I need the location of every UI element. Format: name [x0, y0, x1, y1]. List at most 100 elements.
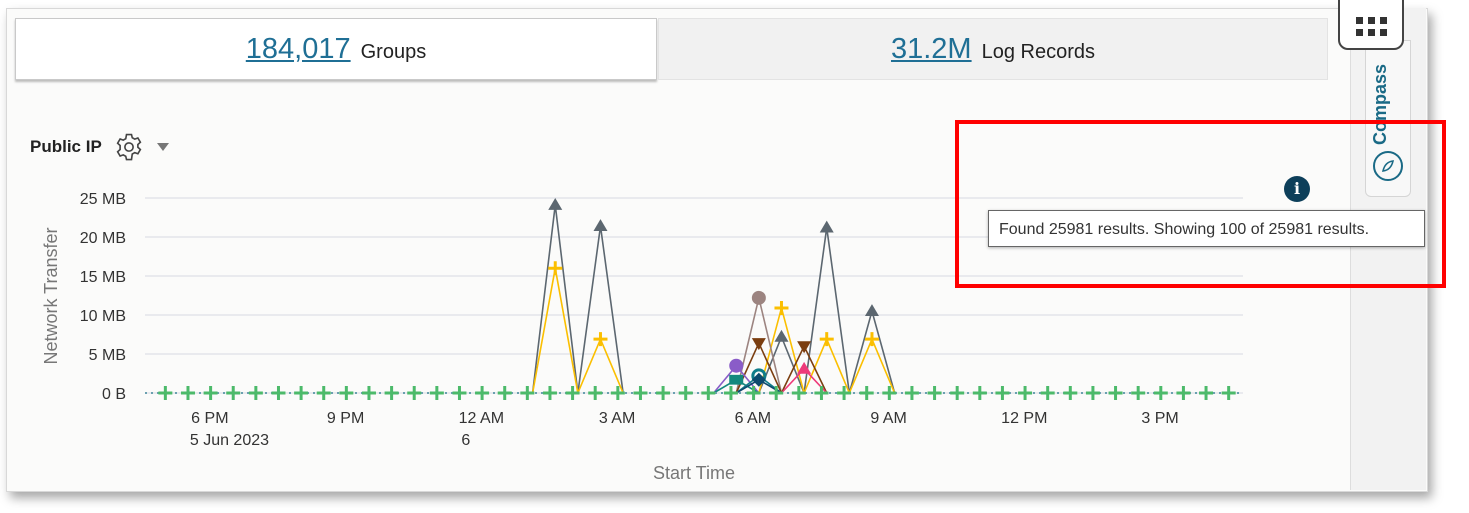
- tab-log-records[interactable]: 31.2M Log Records: [658, 18, 1328, 80]
- groups-count-link[interactable]: 184,017: [245, 32, 351, 65]
- data-point-plus: [1108, 386, 1123, 400]
- data-point-plus: [548, 261, 563, 276]
- tab-groups[interactable]: 184,017 Groups: [15, 18, 657, 80]
- series-line: [803, 227, 851, 394]
- data-point-circle: [751, 290, 766, 305]
- series-line: [531, 204, 579, 394]
- data-point-plus: [1153, 386, 1168, 400]
- series-line: [848, 308, 896, 394]
- groups-label: Groups: [360, 40, 427, 63]
- dashboard-panel: [6, 8, 1428, 492]
- chart-title: Public IP: [30, 137, 102, 156]
- data-point-plus: [593, 332, 608, 347]
- x-tick-sublabel: 5 Jun 2023: [190, 432, 269, 449]
- data-point-plus: [542, 386, 557, 400]
- data-point-plus: [203, 386, 218, 400]
- data-point-plus: [859, 386, 874, 400]
- data-point-plus: [226, 386, 241, 400]
- data-point-plus: [678, 386, 693, 400]
- data-point-triangle-down: [797, 341, 812, 354]
- data-point-plus: [746, 386, 761, 400]
- y-axis-label: Network Transfer: [41, 227, 61, 364]
- data-point-plus: [429, 386, 444, 400]
- data-point-plus: [565, 386, 580, 400]
- data-point-triangle: [819, 220, 834, 233]
- data-point-triangle: [864, 304, 879, 316]
- data-point-plus: [972, 386, 987, 400]
- info-icon[interactable]: i: [1284, 176, 1310, 202]
- data-point-circle: [729, 358, 744, 373]
- data-point-plus: [723, 386, 738, 400]
- data-point-plus: [407, 386, 422, 400]
- data-point-plus: [1176, 386, 1191, 400]
- data-point-plus: [1085, 386, 1100, 400]
- compass-icon: [1373, 151, 1403, 181]
- data-point-plus: [180, 386, 195, 400]
- data-point-plus: [950, 386, 965, 400]
- data-point-plus: [497, 386, 512, 400]
- data-point-plus: [271, 386, 286, 400]
- results-tooltip: Found 25981 results. Showing 100 of 2598…: [988, 210, 1425, 247]
- data-point-plus: [1131, 386, 1146, 400]
- data-point-plus: [769, 386, 784, 400]
- data-point-plus: [837, 386, 852, 400]
- data-point-plus: [1040, 386, 1055, 400]
- data-point-plus: [588, 386, 603, 400]
- data-point-plus: [927, 386, 942, 400]
- x-tick-label: 3 AM: [599, 410, 635, 427]
- data-point-plus: [294, 386, 309, 400]
- data-point-plus: [995, 386, 1010, 400]
- x-tick-label: 12 AM: [459, 410, 504, 427]
- highlight-box: [955, 120, 1446, 288]
- data-point-plus: [158, 386, 173, 400]
- data-point-triangle: [797, 361, 812, 374]
- data-point-plus: [361, 386, 376, 400]
- data-point-triangle: [774, 329, 789, 342]
- y-tick-label: 10 MB: [80, 308, 126, 325]
- compass-tab[interactable]: Compass: [1365, 40, 1411, 197]
- data-point-plus: [1199, 386, 1214, 400]
- gear-icon[interactable]: [114, 132, 144, 162]
- data-point-square: [729, 374, 744, 385]
- data-point-triangle-down: [751, 338, 766, 351]
- data-point-plus: [384, 386, 399, 400]
- data-point-plus: [774, 300, 789, 315]
- y-tick-label: 25 MB: [80, 191, 126, 208]
- data-point-plus: [882, 386, 897, 400]
- data-point-triangle: [593, 219, 608, 231]
- data-point-plus: [339, 386, 354, 400]
- data-point-plus: [656, 386, 671, 400]
- series-line: [577, 225, 624, 394]
- data-point-plus: [1221, 386, 1236, 400]
- x-tick-label: 3 PM: [1141, 410, 1178, 427]
- data-point-plus: [904, 386, 919, 400]
- x-axis-label: Start Time: [653, 463, 735, 483]
- data-point-plus: [520, 386, 535, 400]
- data-point-plus: [1018, 386, 1033, 400]
- x-tick-label: 6 AM: [735, 410, 771, 427]
- caret-down-icon[interactable]: [156, 142, 170, 152]
- y-tick-label: 5 MB: [89, 347, 126, 364]
- data-point-plus: [316, 386, 331, 400]
- data-point-plus: [819, 332, 834, 347]
- y-tick-label: 0 B: [102, 386, 126, 403]
- y-tick-label: 20 MB: [80, 230, 126, 247]
- x-tick-sublabel: 6: [461, 432, 470, 449]
- data-point-plus: [701, 386, 716, 400]
- data-point-plus: [814, 386, 829, 400]
- log-records-label: Log Records: [981, 40, 1095, 63]
- data-point-plus: [475, 386, 490, 400]
- data-point-plus: [452, 386, 467, 400]
- apps-grid-button[interactable]: [1338, 0, 1404, 50]
- data-point-plus: [864, 332, 879, 347]
- data-point-plus: [791, 386, 806, 400]
- data-point-plus: [1063, 386, 1078, 400]
- data-point-triangle: [548, 198, 563, 210]
- x-tick-label: 6 PM: [191, 410, 228, 427]
- data-point-plus: [610, 386, 625, 400]
- log-records-count-link[interactable]: 31.2M: [890, 32, 972, 65]
- x-tick-label: 9 PM: [327, 410, 364, 427]
- data-point-diamond: [751, 372, 766, 387]
- data-point-plus: [248, 386, 263, 400]
- x-tick-label: 12 PM: [1001, 410, 1047, 427]
